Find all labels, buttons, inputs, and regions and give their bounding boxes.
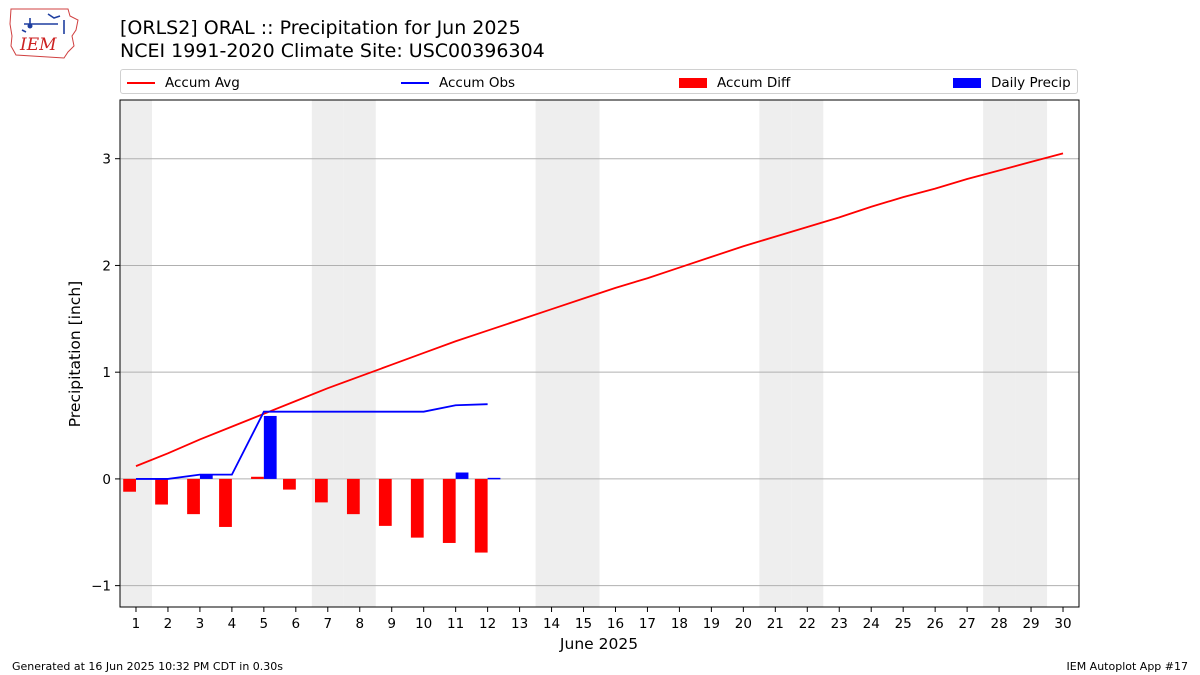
accum-diff-bar <box>314 478 328 503</box>
x-tick-label: 5 <box>260 616 269 632</box>
x-tick-label: 24 <box>863 616 880 632</box>
weekend-band <box>343 100 376 607</box>
accum-avg-line <box>135 152 1064 467</box>
x-tick-label: 8 <box>355 616 364 632</box>
daily-precip-bar <box>487 477 501 480</box>
x-tick-label: 13 <box>511 616 528 632</box>
weekend-band <box>759 100 792 607</box>
x-tick-label: 9 <box>387 616 396 632</box>
x-axis-ticks: 1 2 3 4 5 6 7 8 9 10 11 12 13 14 15 16 17 18 19 20 21 22 23 24 2… <box>132 607 1072 632</box>
iowa-outline-icon <box>9 8 79 59</box>
x-tick-label: 29 <box>1022 616 1039 632</box>
x-tick-label: 17 <box>639 616 656 632</box>
x-tick-label: 28 <box>990 616 1007 632</box>
legend-item-accum-diff: Accum Diff <box>679 70 790 95</box>
legend-label-accum-avg: Accum Avg <box>165 74 240 91</box>
x-tick-label: 19 <box>703 616 720 632</box>
accum-diff-bar <box>123 478 136 492</box>
x-tick-label: 15 <box>575 616 592 632</box>
accum-diff-bar <box>378 478 392 526</box>
legend-label-accum-obs: Accum Obs <box>439 74 516 91</box>
legend-label-daily-precip: Daily Precip <box>991 74 1071 91</box>
accum-obs-line <box>135 403 488 480</box>
footer-generated: Generated at 16 Jun 2025 10:32 PM CDT in… <box>12 660 284 673</box>
x-tick-label: 1 <box>132 616 141 632</box>
chart-title: [ORLS2] ORAL :: Precipitation for Jun 20… <box>120 17 521 39</box>
weekend-band <box>567 100 600 607</box>
x-tick-label: 27 <box>959 616 976 632</box>
accum-diff-bar <box>187 478 200 515</box>
chart-legend: Accum Avg Accum Obs Accum Diff Daily Pre… <box>120 69 1078 94</box>
x-tick-label: 23 <box>831 616 848 632</box>
x-tick-label: 14 <box>543 616 560 632</box>
x-tick-label: 12 <box>479 616 496 632</box>
accum-diff-bar <box>346 478 360 515</box>
weekend-band <box>983 100 1016 607</box>
x-tick-label: 4 <box>228 616 237 632</box>
x-tick-label: 22 <box>799 616 816 632</box>
chart-subtitle: NCEI 1991-2020 Climate Site: USC00396304 <box>120 40 545 62</box>
legend-item-daily-precip: Daily Precip <box>953 70 1071 95</box>
legend-item-accum-avg: Accum Avg <box>127 70 240 95</box>
x-tick-label: 25 <box>895 616 912 632</box>
x-axis-label: June 2025 <box>559 635 638 653</box>
y-axis-label: Precipitation [inch] <box>66 281 84 427</box>
y-tick-label: 2 <box>102 258 111 274</box>
footer-app: IEM Autoplot App #17 <box>1066 660 1189 673</box>
legend-swatch-accum-obs <box>401 81 429 84</box>
logo-text: IEM <box>19 35 57 55</box>
x-tick-label: 7 <box>323 616 332 632</box>
x-tick-label: 21 <box>767 616 784 632</box>
accum-diff-bar <box>474 478 488 553</box>
iem-logo: IEM <box>9 8 79 59</box>
legend-item-accum-obs: Accum Obs <box>401 70 515 95</box>
y-tick-label: 1 <box>102 365 111 381</box>
accum-diff-bar <box>283 478 296 490</box>
x-tick-label: 30 <box>1054 616 1071 632</box>
accum-diff-bar <box>251 476 264 479</box>
legend-swatch-accum-avg <box>127 81 155 84</box>
y-tick-label: 3 <box>102 152 111 168</box>
accum-diff-bar <box>219 478 232 527</box>
y-tick-label: −1 <box>91 579 111 595</box>
accum-diff-bar <box>442 478 456 543</box>
x-tick-label: 20 <box>735 616 752 632</box>
legend-swatch-accum-diff <box>679 77 707 88</box>
x-tick-label: 6 <box>292 616 301 632</box>
plot-frame <box>119 99 1080 608</box>
weekend-bands <box>120 100 1048 607</box>
x-tick-label: 16 <box>607 616 624 632</box>
accum-diff-bar <box>155 478 168 505</box>
x-tick-label: 11 <box>447 616 464 632</box>
bar-series <box>123 415 501 553</box>
daily-precip-bar <box>263 415 277 479</box>
x-tick-label: 2 <box>164 616 173 632</box>
weather-station-icon <box>21 13 65 34</box>
x-tick-label: 26 <box>927 616 944 632</box>
y-axis-ticks: −1 0 1 2 3 <box>91 152 120 595</box>
weekend-band <box>535 100 568 607</box>
weekend-band <box>311 100 344 607</box>
weekend-band <box>120 100 152 607</box>
x-tick-label: 18 <box>671 616 688 632</box>
x-tick-label: 3 <box>196 616 205 632</box>
daily-precip-bar <box>199 474 213 479</box>
weekend-band <box>1015 100 1048 607</box>
legend-label-accum-diff: Accum Diff <box>717 74 791 91</box>
y-tick-label: 0 <box>102 472 111 488</box>
x-tick-label: 10 <box>415 616 432 632</box>
weekend-band <box>791 100 824 607</box>
daily-precip-bar <box>455 472 469 479</box>
line-series <box>135 152 1064 480</box>
accum-diff-bar <box>410 478 424 538</box>
grid-lines <box>120 158 1079 587</box>
legend-swatch-daily-precip <box>953 77 981 88</box>
